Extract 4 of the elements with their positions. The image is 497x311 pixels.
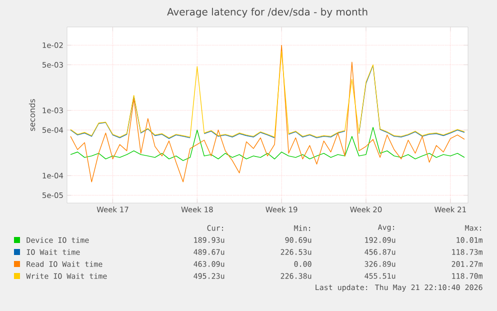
line-series [70, 51, 465, 138]
line-series [70, 126, 465, 161]
line-series [70, 44, 465, 182]
chart-title: Average latency for /dev/sda - by month [167, 8, 368, 18]
